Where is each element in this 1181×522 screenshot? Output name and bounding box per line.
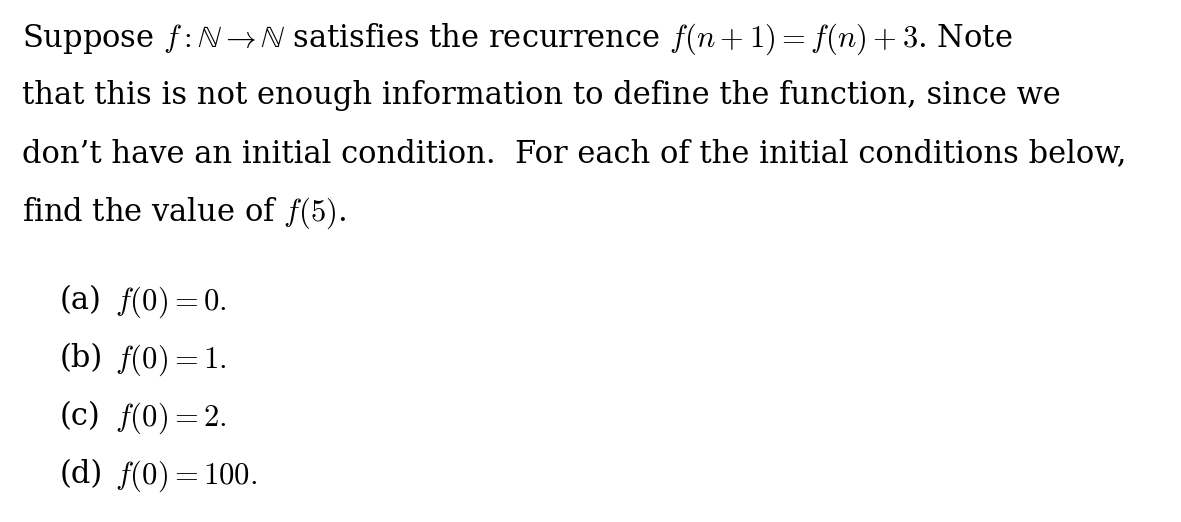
Text: (b): (b)	[60, 343, 103, 374]
Text: $f(0) = 1.$: $f(0) = 1.$	[115, 343, 227, 378]
Text: Suppose $f : \mathbb{N} \to \mathbb{N}$ satisfies the recurrence $f(n+1) = f(n) : Suppose $f : \mathbb{N} \to \mathbb{N}$ …	[22, 22, 1012, 57]
Text: $f(0) = 100.$: $f(0) = 100.$	[115, 459, 257, 494]
Text: that this is not enough information to define the function, since we: that this is not enough information to d…	[22, 80, 1061, 111]
Text: (c): (c)	[60, 401, 100, 432]
Text: $f(0) = 2.$: $f(0) = 2.$	[115, 401, 227, 436]
Text: $f(0) = 0.$: $f(0) = 0.$	[115, 285, 227, 321]
Text: don’t have an initial condition.  For each of the initial conditions below,: don’t have an initial condition. For eac…	[22, 138, 1127, 169]
Text: (a): (a)	[60, 285, 102, 316]
Text: (d): (d)	[60, 459, 103, 490]
Text: find the value of $f(5)$.: find the value of $f(5)$.	[22, 196, 346, 231]
